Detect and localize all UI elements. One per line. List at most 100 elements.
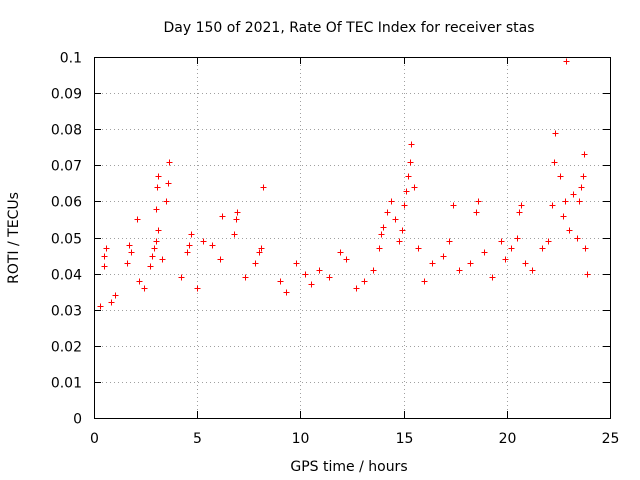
data-point: [343, 256, 350, 263]
data-point: [260, 184, 267, 191]
x-tick-label: 15: [396, 431, 414, 447]
data-point: [165, 180, 172, 187]
data-point: [154, 184, 161, 191]
data-point: [498, 238, 505, 245]
data-point: [293, 260, 300, 267]
data-point: [549, 202, 556, 209]
data-point: [151, 245, 158, 252]
data-point: [421, 278, 428, 285]
data-point: [562, 198, 569, 205]
data-point: [582, 245, 589, 252]
data-point: [473, 209, 480, 216]
data-point: [153, 238, 160, 245]
axes-layer: 0 0.01 0.02 0.03 0.04 0.05 0.06 0.07 0.08 0.09 0.1…: [51, 51, 620, 448]
data-point: [581, 151, 588, 158]
x-tick-label: 25: [602, 431, 620, 447]
data-point: [316, 267, 323, 274]
data-point: [233, 216, 240, 223]
data-point: [415, 245, 422, 252]
data-point: [408, 141, 415, 148]
data-point: [456, 267, 463, 274]
data-point: [97, 303, 104, 310]
data-point: [576, 198, 583, 205]
data-point: [159, 256, 166, 263]
data-point: [252, 260, 259, 267]
data-point: [551, 159, 558, 166]
x-tick-label: 20: [499, 431, 517, 447]
data-point: [539, 245, 546, 252]
data-point: [101, 263, 108, 270]
data-point: [256, 249, 263, 256]
data-point: [163, 198, 170, 205]
data-point: [508, 245, 515, 252]
data-point: [128, 249, 135, 256]
data-point: [584, 271, 591, 278]
data-point: [112, 292, 119, 299]
y-tick-label: 0.1: [60, 51, 82, 67]
data-point: [529, 267, 536, 274]
data-point: [467, 260, 474, 267]
data-point: [141, 285, 148, 292]
data-point: [411, 184, 418, 191]
x-axis-label: GPS time / hours: [290, 459, 407, 475]
data-point: [570, 191, 577, 198]
data-point: [399, 227, 406, 234]
data-point: [155, 173, 162, 180]
y-tick-label: 0.02: [51, 340, 82, 356]
y-tick-label: 0: [73, 412, 82, 428]
data-point: [277, 278, 284, 285]
data-point: [361, 278, 368, 285]
data-point: [405, 173, 412, 180]
data-point: [353, 285, 360, 292]
data-point: [283, 289, 290, 296]
data-point: [380, 224, 387, 231]
data-point: [518, 202, 525, 209]
data-point: [326, 274, 333, 281]
data-point: [337, 249, 344, 256]
data-point: [446, 238, 453, 245]
data-point: [302, 271, 309, 278]
data-point: [136, 278, 143, 285]
data-point: [407, 159, 414, 166]
data-point: [563, 58, 570, 65]
data-point: [178, 274, 185, 281]
data-point: [124, 260, 131, 267]
data-point: [450, 202, 457, 209]
data-point: [378, 231, 385, 238]
data-point: [234, 209, 241, 216]
data-point: [101, 253, 108, 260]
y-tick-label: 0.03: [51, 304, 82, 320]
data-point: [188, 231, 195, 238]
data-point: [578, 184, 585, 191]
data-point: [557, 173, 564, 180]
y-axis-label: ROTI / TECUs: [6, 192, 22, 284]
data-point: [186, 242, 193, 249]
data-point: [429, 260, 436, 267]
data-point: [149, 253, 156, 260]
data-point: [475, 198, 482, 205]
data-point: [560, 213, 567, 220]
data-point: [376, 245, 383, 252]
data-points-layer: [97, 58, 591, 310]
data-point: [155, 227, 162, 234]
data-point: [217, 256, 224, 263]
data-point: [403, 188, 410, 195]
data-point: [308, 281, 315, 288]
data-point: [153, 206, 160, 213]
plot-frame: [94, 57, 611, 419]
data-point: [440, 253, 447, 260]
y-tick-label: 0.05: [51, 232, 82, 248]
data-point: [396, 238, 403, 245]
data-point: [209, 242, 216, 249]
data-point: [384, 209, 391, 216]
data-point: [489, 274, 496, 281]
data-point: [552, 130, 559, 137]
data-point: [545, 238, 552, 245]
data-point: [481, 249, 488, 256]
grid-layer: [94, 57, 610, 418]
data-point: [514, 235, 521, 242]
chart-title: Day 150 of 2021, Rate Of TEC Index for r…: [163, 20, 534, 36]
x-tick-label: 0: [90, 431, 99, 447]
data-point: [522, 260, 529, 267]
